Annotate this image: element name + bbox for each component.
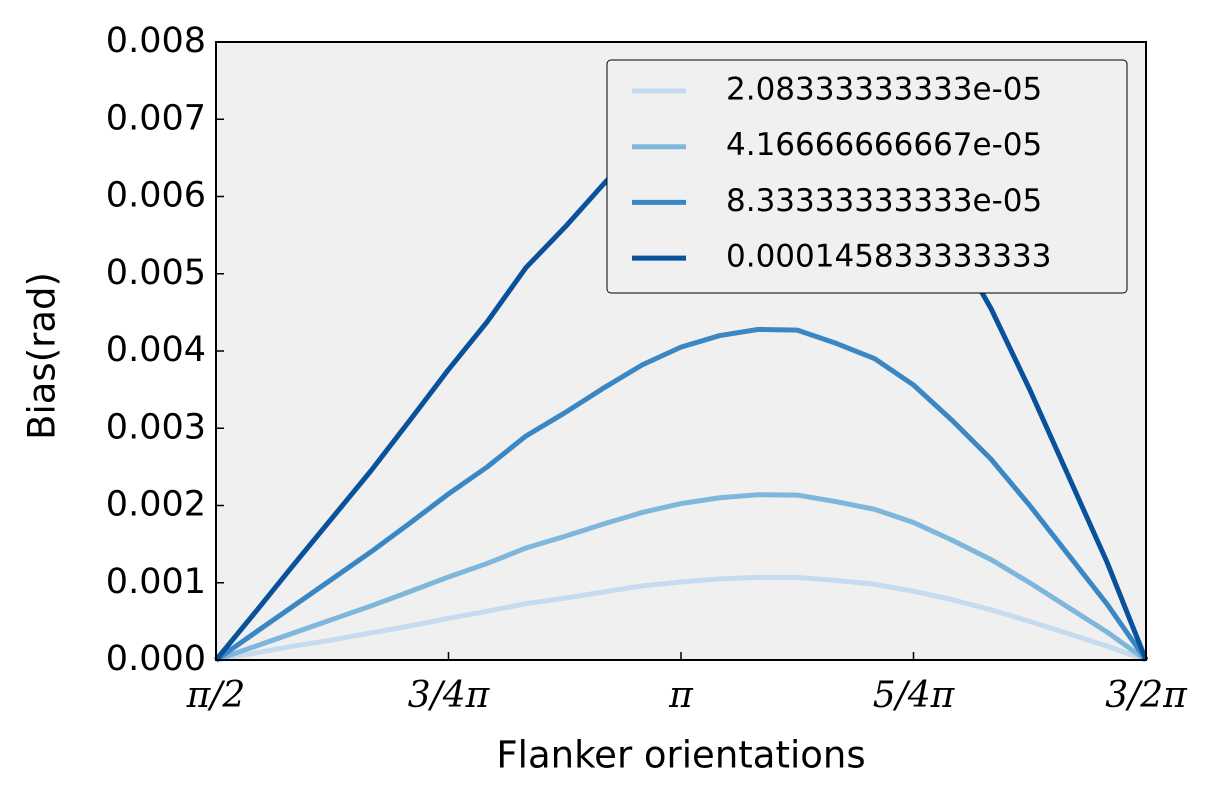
legend: 2.08333333333e-05 4.16666666667e-05 8.3333… xyxy=(606,59,1128,294)
series-line xyxy=(214,326,1149,663)
y-tick-label: 0.004 xyxy=(106,330,206,370)
y-tick-label: 0.007 xyxy=(106,98,206,138)
x-axis-label: Flanker orientations xyxy=(496,734,865,777)
legend-label: 2.08333333333e-05 xyxy=(726,72,1042,108)
plot-frame xyxy=(215,41,1147,661)
y-tick-label: 0.006 xyxy=(106,176,206,216)
series-line xyxy=(215,574,1147,663)
y-tick-label: 0.003 xyxy=(106,407,206,447)
y-tick-label: 0.000 xyxy=(106,639,206,679)
x-tick-label: 3/4π xyxy=(408,675,491,716)
y-tick-label: 0.005 xyxy=(106,253,206,293)
legend-box xyxy=(606,59,1128,294)
y-axis-label: Bias(rad) xyxy=(21,272,64,440)
x-tick-label: 5/4π xyxy=(873,675,956,716)
series-line xyxy=(215,492,1148,663)
x-tick-label: 3/2π xyxy=(1105,675,1188,716)
y-tick-label: 0.002 xyxy=(106,485,206,525)
x-tick-label: π xyxy=(668,675,694,716)
y-tick-label: 0.001 xyxy=(106,562,206,602)
legend-label: 8.33333333333e-05 xyxy=(726,183,1042,219)
legend-label: 4.16666666667e-05 xyxy=(726,127,1042,163)
x-tick-label: π/2 xyxy=(186,675,246,716)
legend-label: 0.000145833333333 xyxy=(726,239,1051,275)
y-tick-label: 0.008 xyxy=(106,21,206,61)
